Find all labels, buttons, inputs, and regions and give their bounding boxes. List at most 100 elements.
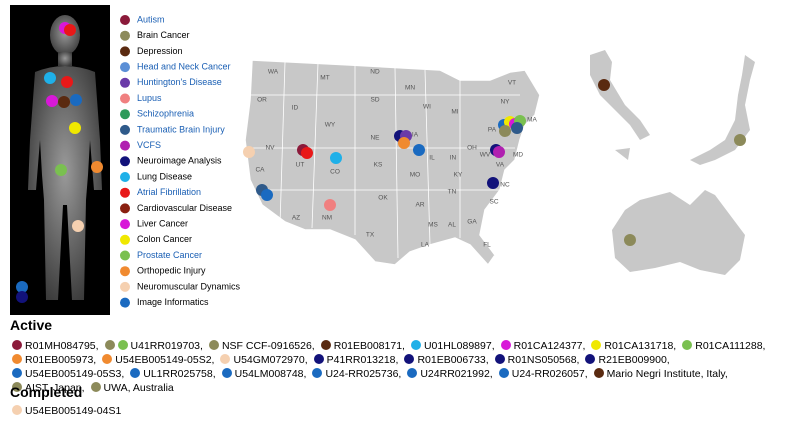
state-label: NV: [265, 145, 275, 152]
legend-label: Depression: [137, 46, 183, 56]
state-label: ID: [292, 105, 299, 112]
legend-label: Liver Cancer: [137, 218, 188, 228]
state-label: VA: [496, 162, 505, 169]
legend-label[interactable]: Traumatic Brain Injury: [137, 124, 225, 134]
grant-label: R01EB008171,: [333, 340, 405, 352]
grant-dot: [494, 354, 505, 364]
legend-dot: [120, 203, 130, 214]
grant-dot: [90, 382, 101, 392]
legend-label[interactable]: Huntington's Disease: [137, 77, 222, 87]
legend-label: Neuromuscular Dynamics: [137, 281, 241, 291]
grant-label: R21EB009900,: [598, 354, 670, 366]
site-dot: [734, 134, 746, 146]
site-dot: [413, 144, 425, 156]
grant-label: P41RR013218,: [326, 354, 399, 366]
state-label: MA: [527, 117, 537, 124]
site-dot: [16, 291, 28, 303]
site-dot: [46, 95, 58, 107]
legend-dot: [120, 297, 130, 308]
site-dot: [72, 220, 84, 232]
legend-label[interactable]: Head and Neck Cancer: [137, 61, 231, 71]
grant: R21EB009900,: [585, 353, 670, 367]
grant: U54EB005149-04S1: [12, 404, 121, 418]
grant-dot: [104, 340, 115, 350]
grant-label: U24-RR025736,: [325, 368, 402, 380]
grant: U24-RR026057,: [498, 367, 588, 381]
legend-label[interactable]: VCFS: [137, 140, 161, 150]
state-label: NY: [500, 99, 510, 106]
legend-dot: [120, 172, 130, 182]
state-label: MO: [410, 172, 420, 179]
state-label: TX: [366, 232, 375, 239]
grant: R01MH084795,: [12, 339, 99, 353]
legend-dot: [120, 234, 130, 245]
legend-label: Orthopedic Injury: [137, 266, 206, 276]
grant-label: U54EB005149-05S3,: [25, 368, 125, 380]
grant-label: AIST, Japan,: [25, 382, 85, 394]
italy-map: [590, 50, 650, 160]
grant: NSF CCF-0916526,: [208, 339, 315, 353]
site-dot: [58, 96, 70, 108]
site-dot: [61, 76, 73, 88]
grant-dot: [102, 354, 113, 364]
site-dots: [16, 22, 746, 303]
legend-dot: [120, 266, 130, 277]
grant: U54GM072970,: [220, 353, 308, 367]
state-label: WY: [325, 122, 336, 129]
site-dot: [243, 146, 255, 158]
legend-label: Brain Cancer: [137, 30, 190, 40]
legend-dot: [120, 281, 130, 292]
legend-label: Lung Disease: [137, 171, 192, 181]
legend-dot: [120, 46, 130, 57]
legend-dot: [120, 93, 130, 104]
state-label: OK: [378, 195, 388, 202]
site-dot: [487, 177, 499, 189]
site-dot: [16, 281, 28, 293]
legend-dot: [120, 30, 130, 41]
legend-label[interactable]: Prostate Cancer: [137, 250, 202, 260]
grant: UL1RR025758,: [130, 367, 216, 381]
grant-label: U01HL089897,: [423, 340, 495, 352]
grant: R01CA131718,: [591, 339, 676, 353]
grant: UWA, Australia: [90, 381, 174, 395]
grant-dot: [12, 368, 22, 378]
grant-label: R01CA124377,: [513, 340, 586, 352]
grant-label: U54LM008748,: [234, 368, 307, 380]
site-dot: [64, 24, 76, 36]
grant-label: U54GM072970,: [233, 354, 308, 366]
state-label: MN: [405, 85, 415, 92]
grant-label: R01MH084795,: [25, 340, 99, 352]
site-dot: [91, 161, 103, 173]
legend-label[interactable]: Autism: [137, 14, 165, 24]
grant-dot: [12, 340, 22, 350]
grant-dot: [220, 354, 231, 364]
japan-map: [690, 55, 755, 165]
state-label: MD: [513, 152, 523, 159]
legend-dot: [120, 140, 130, 151]
legend-label[interactable]: Lupus: [137, 93, 162, 103]
state-label: WI: [423, 104, 431, 111]
grant-dot: [407, 368, 418, 378]
legend-label[interactable]: Schizophrenia: [137, 109, 194, 119]
grant-label: R01EB005973,: [25, 354, 97, 366]
grant-label: Mario Negri Institute, Italy,: [606, 368, 728, 380]
legend-label[interactable]: Atrial Fibrillation: [137, 187, 201, 197]
legend-label: Neuroimage Analysis: [137, 156, 222, 166]
legend-dot: [120, 187, 130, 198]
site-dot: [330, 152, 342, 164]
legend-dot: [120, 109, 130, 120]
state-label: FL: [483, 242, 491, 249]
grant-label: U24-RR026057,: [511, 368, 588, 380]
completed-title: Completed: [10, 384, 83, 400]
grant-dot: [410, 340, 421, 350]
legend-dot: [120, 15, 130, 25]
state-label: ND: [370, 69, 380, 76]
state-label: PA: [488, 127, 497, 134]
state-label: NE: [370, 135, 380, 142]
us-map: [244, 59, 541, 267]
grant: U01HL089897,: [410, 339, 495, 353]
legend-dot: [120, 124, 130, 135]
state-label: UT: [296, 162, 305, 169]
site-dot: [301, 147, 313, 159]
